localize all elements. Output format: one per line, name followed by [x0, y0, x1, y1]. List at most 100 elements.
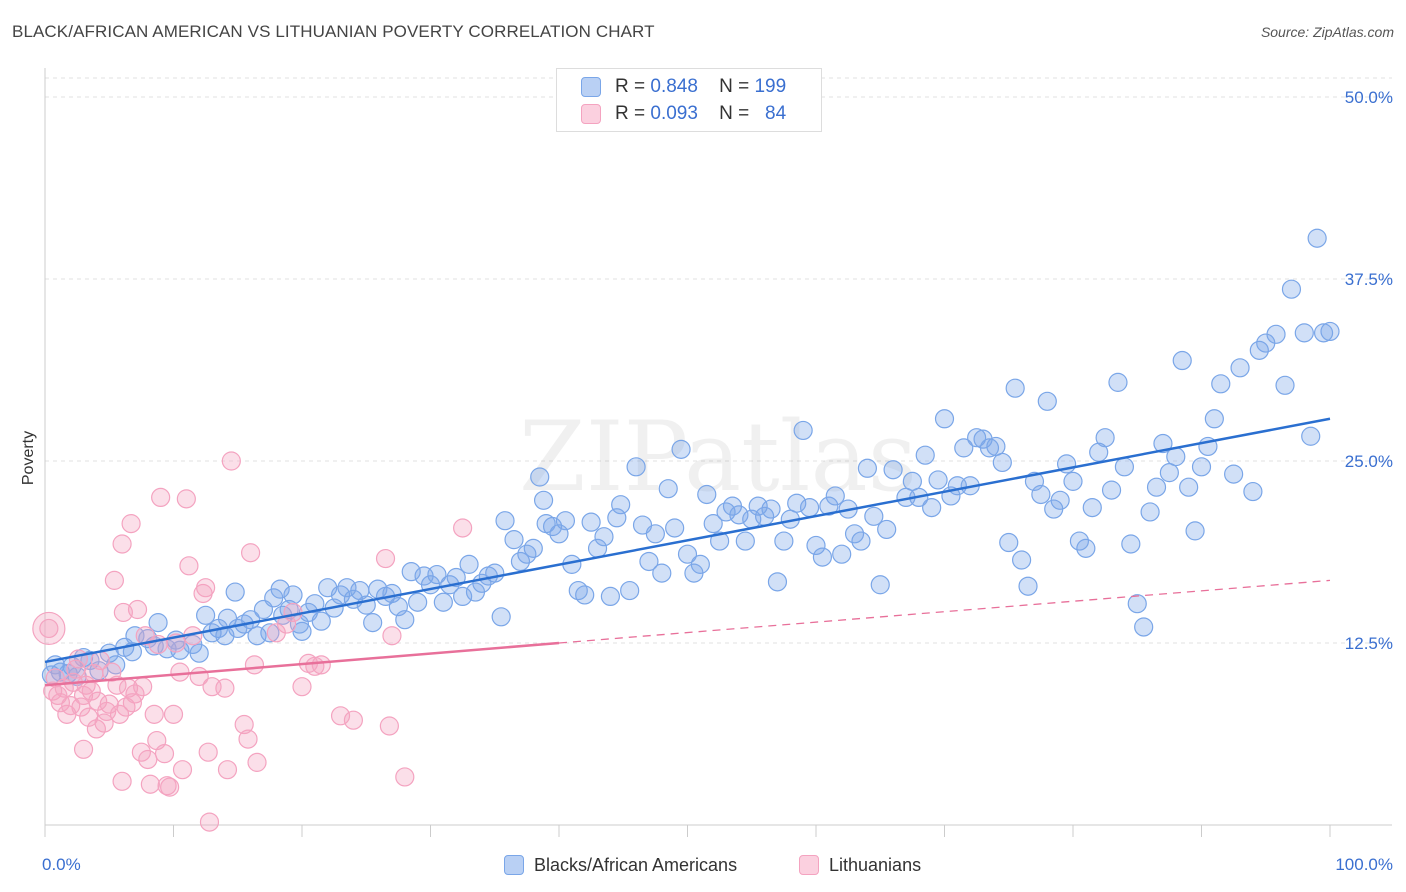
data-point — [1307, 228, 1327, 248]
data-point — [131, 742, 151, 762]
data-point-large — [32, 611, 66, 646]
data-point — [825, 486, 845, 506]
data-point — [1134, 617, 1154, 637]
data-point — [710, 531, 730, 551]
legend-item-blacks: Blacks/African Americans — [504, 852, 737, 878]
data-point — [555, 511, 576, 531]
data-point — [217, 760, 238, 780]
data-point — [151, 487, 171, 507]
data-point — [382, 626, 402, 646]
data-point — [292, 677, 312, 697]
data-point — [1127, 594, 1147, 614]
data-point — [967, 428, 987, 448]
data-point — [176, 489, 196, 509]
data-point — [1313, 323, 1334, 343]
data-point — [735, 531, 755, 551]
data-point — [144, 704, 164, 724]
data-point — [844, 524, 865, 544]
data-point — [986, 436, 1006, 457]
data-point — [198, 742, 218, 762]
data-point — [787, 493, 807, 513]
data-point — [575, 585, 595, 605]
data-point — [620, 580, 640, 601]
data-point — [1301, 426, 1321, 446]
data-point — [793, 420, 813, 441]
stats-row-lithuanians: R = 0.093 N = 84 — [581, 100, 786, 128]
data-point — [244, 655, 265, 675]
data-point — [221, 451, 241, 471]
data-point — [1266, 324, 1286, 344]
data-point — [427, 564, 447, 585]
data-point — [199, 812, 220, 832]
blue-swatch-icon — [581, 77, 601, 97]
data-point — [311, 611, 331, 631]
n-label: N = — [719, 76, 750, 97]
data-point — [533, 490, 554, 510]
data-point — [600, 586, 621, 607]
data-point — [703, 514, 723, 534]
data-point — [160, 777, 180, 797]
data-point — [1146, 477, 1167, 497]
data-point — [979, 438, 1000, 458]
data-point — [729, 505, 749, 525]
x-tick-label: 100.0% — [1335, 855, 1393, 874]
data-point — [806, 535, 826, 556]
data-point — [697, 484, 717, 505]
data-point — [677, 544, 698, 564]
data-point — [1153, 433, 1173, 454]
data-point — [1037, 391, 1057, 411]
data-point — [1204, 409, 1224, 429]
data-point — [767, 572, 788, 592]
y-tick-label: 25.0% — [1345, 452, 1393, 471]
data-point — [1082, 497, 1102, 518]
data-point — [395, 610, 415, 630]
data-point — [1018, 576, 1038, 596]
data-point — [1191, 457, 1212, 477]
data-point — [523, 538, 543, 558]
data-point — [495, 511, 515, 531]
data-point — [1185, 521, 1205, 541]
data-point — [61, 696, 81, 716]
data-point — [125, 684, 145, 704]
data-point — [305, 594, 325, 614]
data-point — [530, 467, 550, 487]
data-point — [1114, 457, 1135, 477]
data-point — [292, 621, 312, 641]
data-point — [395, 767, 415, 787]
data-point — [39, 618, 59, 639]
data-point — [215, 678, 235, 698]
data-point — [902, 471, 922, 491]
y-axis-label: Poverty — [20, 431, 37, 485]
data-point — [774, 531, 794, 551]
legend-label: Blacks/African Americans — [534, 854, 738, 875]
data-point — [1249, 340, 1269, 360]
data-point — [241, 543, 261, 563]
data-point — [485, 563, 505, 583]
data-point — [343, 710, 363, 730]
data-point — [104, 570, 124, 590]
data-point — [934, 409, 955, 429]
data-point — [71, 697, 91, 717]
data-point — [311, 655, 331, 675]
data-point — [196, 578, 216, 598]
data-point — [922, 497, 942, 518]
data-point — [112, 771, 132, 791]
data-point — [446, 567, 466, 588]
r-label: R = — [615, 76, 646, 97]
data-point — [819, 496, 839, 516]
data-point — [86, 719, 107, 739]
legend-label: Lithuanians — [829, 854, 922, 875]
data-point — [581, 512, 601, 532]
data-point — [1076, 538, 1096, 558]
r-value: 0.848 — [650, 76, 698, 97]
data-point — [133, 677, 153, 697]
data-point — [112, 534, 132, 554]
data-point — [1243, 481, 1263, 502]
data-point — [857, 458, 878, 478]
data-point — [1281, 279, 1302, 299]
data-point — [1140, 502, 1160, 522]
data-point — [1108, 372, 1128, 392]
series-blacks — [41, 228, 1340, 687]
watermark: ZIPatlas — [519, 401, 917, 513]
